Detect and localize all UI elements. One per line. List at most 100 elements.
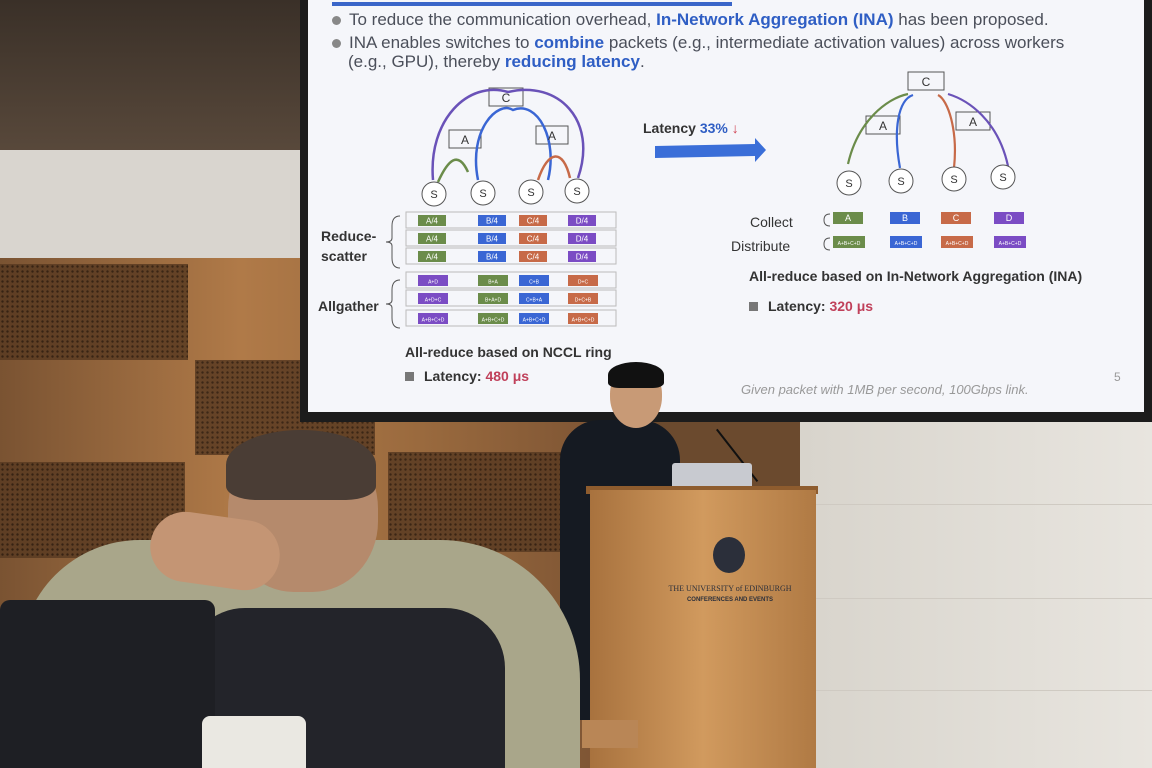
distribute-block-label: A+B+C+D: [946, 241, 969, 247]
left-block-rows: A/4 B/4 C/4 D/4 A/4 B/4 C/4 D/4 A/4 B/4 C/4 D/4 A+D B…: [405, 211, 617, 327]
reduce-scatter-block: [478, 215, 506, 226]
latency-reduction: Latency 33% ↓: [643, 120, 739, 136]
core-switch-left: [488, 87, 524, 107]
ina-caption: All-reduce based on In-Network Aggregati…: [749, 268, 1083, 284]
allgather-block: [568, 275, 598, 286]
reduce-scatter-block: [519, 233, 547, 244]
table: [582, 720, 638, 748]
agg-switch-left-1: [448, 129, 482, 149]
audience-member-hair: [226, 430, 376, 500]
agg-switch-left-2: [535, 125, 569, 145]
ina-arrow-green: [846, 92, 909, 165]
server-label: S: [897, 176, 904, 188]
allgather-block-label: B+A+D: [485, 298, 502, 304]
allgather-block: [568, 293, 598, 304]
reduce-scatter-block-label: D/4: [576, 235, 589, 244]
reduce-scatter-block-label: C/4: [527, 235, 540, 244]
allgather-block: [478, 275, 508, 286]
ring-arrow-green: [436, 158, 470, 183]
nccl-caption: All-reduce based on NCCL ring: [405, 344, 612, 360]
allgather-block: [418, 313, 448, 324]
agg-label: A: [548, 129, 556, 143]
reduce-scatter-block: [478, 251, 506, 262]
distribute-block: [890, 236, 922, 248]
distribute-block: [833, 236, 865, 248]
server-label: S: [430, 189, 437, 201]
allgather-block-label: B+A: [488, 280, 498, 286]
ring-arrow-purple: [431, 88, 585, 181]
latency-value: 320 μs: [829, 298, 874, 314]
allgather-block-label: C+B: [529, 280, 540, 286]
bullet-2-mid: packets (e.g., intermediate activation v…: [608, 33, 1065, 52]
server-label: S: [999, 172, 1006, 184]
ring-row: [405, 247, 617, 265]
acoustic-panel: [388, 452, 573, 552]
square-bullet-icon: [749, 302, 758, 311]
square-bullet-icon: [405, 372, 414, 381]
chair: [0, 600, 215, 768]
slide-title-bar: [332, 2, 732, 6]
left-wall: [0, 150, 310, 270]
bullet-dot-icon: [332, 16, 341, 26]
core-label: C: [502, 91, 511, 105]
collect-label: Collect: [750, 214, 793, 230]
bullet-1-highlight: In-Network Aggregation (INA): [656, 10, 894, 29]
allgather-block-label: A+D: [428, 280, 438, 286]
reduce-scatter-label-2: scatter: [321, 248, 367, 264]
latency-value: 480 μs: [485, 368, 530, 384]
distribute-brace: [823, 237, 831, 251]
allgather-block: [418, 293, 448, 304]
reduce-scatter-label-1: Reduce-: [321, 228, 377, 244]
ring-arrow-blue: [474, 106, 552, 181]
ring-row: [405, 229, 617, 247]
university-crest-icon: [713, 537, 745, 573]
agg-label: A: [969, 115, 977, 129]
bullet-2-end: .: [639, 52, 645, 71]
ring-row: [405, 289, 617, 307]
collect-brace: [823, 213, 831, 227]
ina-arrow-purple: [947, 92, 1010, 167]
collect-block-label: C: [953, 213, 960, 223]
server-node: [941, 166, 967, 192]
reduce-scatter-block-label: A/4: [426, 235, 439, 244]
collect-block-label: B: [902, 213, 908, 223]
collect-block: [941, 212, 971, 224]
reduce-scatter-block: [418, 251, 446, 262]
server-node: [421, 181, 447, 207]
slide-page-number: 5: [1114, 370, 1121, 384]
allgather-label: Allgather: [318, 298, 379, 314]
podium-university-name: THE UNIVERSITY of EDINBURGH: [668, 584, 792, 593]
ring-row: [405, 271, 617, 289]
reduce-scatter-block-label: B/4: [486, 217, 499, 226]
reduce-scatter-block-label: B/4: [486, 253, 499, 262]
core-label: C: [922, 75, 931, 89]
cup: [202, 716, 306, 768]
distribute-block-label: A+B+C+D: [838, 241, 861, 247]
server-node: [836, 170, 862, 196]
collect-block-label: A: [845, 213, 851, 223]
bullet-2-highlight: combine: [534, 33, 605, 52]
right-block-rows: A B C D A+B+C+D A+B+C+D A+B+C+D A+B+C+D: [833, 212, 1026, 248]
ring-arrow-orange: [536, 155, 572, 181]
right-wall: [800, 420, 1152, 768]
server-node: [470, 180, 496, 206]
latency-label: Latency:: [424, 368, 482, 384]
reduce-scatter-block-label: D/4: [576, 217, 589, 226]
server-node: [564, 178, 590, 204]
reduce-scatter-block: [568, 233, 596, 244]
agg-label: A: [879, 119, 887, 133]
slide-bullet-1: To reduce the communication overhead, In…: [332, 10, 1049, 30]
allgather-block: [519, 313, 549, 324]
agg-label: A: [461, 133, 469, 147]
server-label: S: [573, 186, 580, 198]
latency-label: Latency:: [768, 298, 826, 314]
slide-bullet-2: INA enables switches to combine packets …: [332, 33, 1064, 53]
bullet-2-text: INA enables switches to: [349, 33, 530, 52]
allgather-block: [519, 275, 549, 286]
bullet-2-line2: (e.g., GPU), thereby: [348, 52, 501, 71]
allgather-block-label: D+C: [578, 280, 589, 286]
slide-footnote: Given packet with 1MB per second, 100Gbp…: [741, 382, 1029, 397]
allgather-block: [519, 293, 549, 304]
speaker-hair: [608, 362, 664, 388]
collect-block-label: D: [1006, 213, 1013, 223]
